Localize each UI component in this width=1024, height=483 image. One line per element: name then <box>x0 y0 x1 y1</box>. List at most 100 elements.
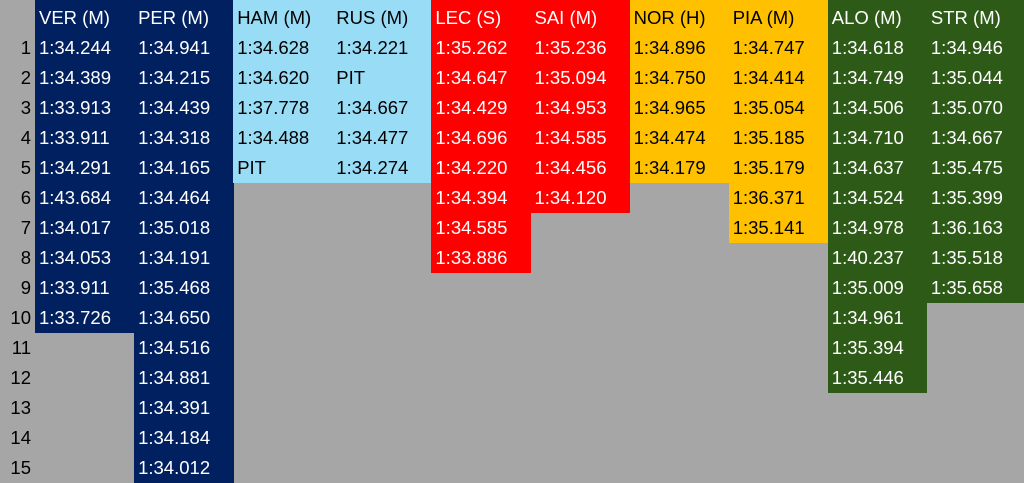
driver-column-block <box>233 0 333 183</box>
lap-time-cell: 1:34.053 <box>39 247 112 268</box>
lap-time-cell: 1:34.394 <box>435 187 508 208</box>
lap-time-cell: 1:34.946 <box>930 37 1003 58</box>
lap-time-cell: PIT <box>336 67 366 88</box>
driver-header: PER (M) <box>138 7 210 28</box>
lap-time-cell: 1:34.221 <box>336 37 409 58</box>
lap-time-cell: 1:34.474 <box>633 127 706 148</box>
row-number: 1 <box>20 37 31 58</box>
lap-time-cell: 1:35.518 <box>930 247 1003 268</box>
row-number: 5 <box>20 157 31 178</box>
lap-time-cell: 1:34.464 <box>138 187 211 208</box>
lap-time-cell: 1:34.184 <box>138 427 211 448</box>
driver-column-block <box>827 0 928 393</box>
driver-header: STR (M) <box>930 7 1001 28</box>
driver-column-block <box>926 0 1024 303</box>
row-number: 6 <box>20 187 31 208</box>
lap-time-cell: 1:34.456 <box>534 157 607 178</box>
lap-time-cell: 1:34.647 <box>435 67 508 88</box>
lap-time-cell: 1:35.070 <box>930 97 1003 118</box>
lap-time-cell: 1:34.391 <box>138 397 211 418</box>
driver-column-block <box>629 0 730 183</box>
lap-time-cell: 1:34.978 <box>831 217 904 238</box>
driver-header: PIA (M) <box>732 7 795 28</box>
lap-time-cell: 1:33.911 <box>39 127 110 148</box>
row-number: 3 <box>20 97 31 118</box>
driver-header: RUS (M) <box>336 7 409 28</box>
lap-time-cell: 1:34.941 <box>138 37 211 58</box>
lap-time-cell: 1:34.220 <box>435 157 508 178</box>
driver-column-block <box>431 0 532 273</box>
lap-time-cell: 1:34.628 <box>237 37 310 58</box>
row-number: 4 <box>20 127 31 148</box>
lap-time-cell: 1:35.094 <box>534 67 607 88</box>
lap-time-cell: 1:35.399 <box>930 187 1003 208</box>
lap-time-cell: PIT <box>237 157 266 178</box>
row-number: 2 <box>20 67 31 88</box>
lap-time-cell: 1:34.191 <box>138 247 211 268</box>
row-number: 10 <box>10 307 31 328</box>
lap-time-cell: 1:34.953 <box>534 97 607 118</box>
lap-time-cell: 1:35.009 <box>831 277 904 298</box>
lap-time-cell: 1:34.165 <box>138 157 211 178</box>
lap-time-cell: 1:34.439 <box>138 97 211 118</box>
lap-time-cell: 1:34.506 <box>831 97 904 118</box>
lap-time-cell: 1:34.667 <box>930 127 1003 148</box>
lap-time-cell: 1:34.961 <box>831 307 904 328</box>
lap-time-cell: 1:35.658 <box>930 277 1003 298</box>
driver-header: VER (M) <box>39 7 110 28</box>
row-number: 12 <box>10 367 31 388</box>
row-number: 7 <box>20 217 31 238</box>
lap-time-cell: 1:34.244 <box>39 37 112 58</box>
lap-time-cell: 1:34.650 <box>138 307 211 328</box>
lap-time-cell: 1:34.516 <box>138 337 211 358</box>
lap-time-cell: 1:34.524 <box>831 187 904 208</box>
lap-time-cell: 1:34.637 <box>831 157 904 178</box>
lap-time-cell: 1:34.215 <box>138 67 211 88</box>
lap-time-cell: 1:34.389 <box>39 67 112 88</box>
driver-header: ALO (M) <box>831 7 902 28</box>
lap-time-cell: 1:35.394 <box>831 337 904 358</box>
lap-time-cell: 1:34.747 <box>732 37 805 58</box>
lap-time-cell: 1:36.163 <box>930 217 1003 238</box>
lap-time-cell: 1:33.886 <box>435 247 508 268</box>
lap-time-cell: 1:34.179 <box>633 157 706 178</box>
lap-time-cell: 1:35.018 <box>138 217 211 238</box>
lap-time-cell: 1:34.318 <box>138 127 211 148</box>
lap-time-cell: 1:40.237 <box>831 247 904 268</box>
lap-time-cell: 1:36.371 <box>732 187 805 208</box>
lap-time-cell: 1:35.468 <box>138 277 211 298</box>
lap-time-cell: 1:34.896 <box>633 37 706 58</box>
lap-time-cell: 1:34.488 <box>237 127 310 148</box>
lap-time-cell: 1:35.141 <box>732 217 805 238</box>
lap-time-cell: 1:34.696 <box>435 127 508 148</box>
lap-time-cell: 1:34.667 <box>336 97 409 118</box>
lap-time-cell: 1:35.262 <box>435 37 508 58</box>
lap-time-cell: 1:34.012 <box>138 457 211 478</box>
row-number: 13 <box>10 397 31 418</box>
lap-time-cell: 1:35.054 <box>732 97 805 118</box>
lap-time-cell: 1:34.965 <box>633 97 706 118</box>
lap-time-cell: 1:34.585 <box>435 217 508 238</box>
row-number: 11 <box>11 337 31 358</box>
driver-header: LEC (S) <box>435 7 502 28</box>
lap-time-cell: 1:34.710 <box>831 127 904 148</box>
lap-time-cell: 1:34.414 <box>732 67 805 88</box>
lap-time-cell: 1:33.911 <box>39 277 110 298</box>
lap-time-cell: 1:35.475 <box>930 157 1003 178</box>
lap-time-cell: 1:34.620 <box>237 67 310 88</box>
driver-column-block <box>134 0 234 483</box>
row-number: 8 <box>20 247 31 268</box>
lap-time-cell: 1:34.429 <box>435 97 508 118</box>
driver-header: SAI (M) <box>534 7 598 28</box>
lap-time-cell: 1:34.750 <box>633 67 706 88</box>
row-number: 15 <box>10 457 31 478</box>
driver-column-block <box>530 0 631 213</box>
driver-header: HAM (M) <box>237 7 312 28</box>
lap-time-cell: 1:37.778 <box>237 97 310 118</box>
lap-time-cell: 1:34.477 <box>336 127 409 148</box>
lap-time-cell: 1:35.179 <box>732 157 805 178</box>
lap-time-cell: 1:35.185 <box>732 127 805 148</box>
lap-time-cell: 1:34.120 <box>534 187 607 208</box>
driver-header: NOR (H) <box>633 7 706 28</box>
